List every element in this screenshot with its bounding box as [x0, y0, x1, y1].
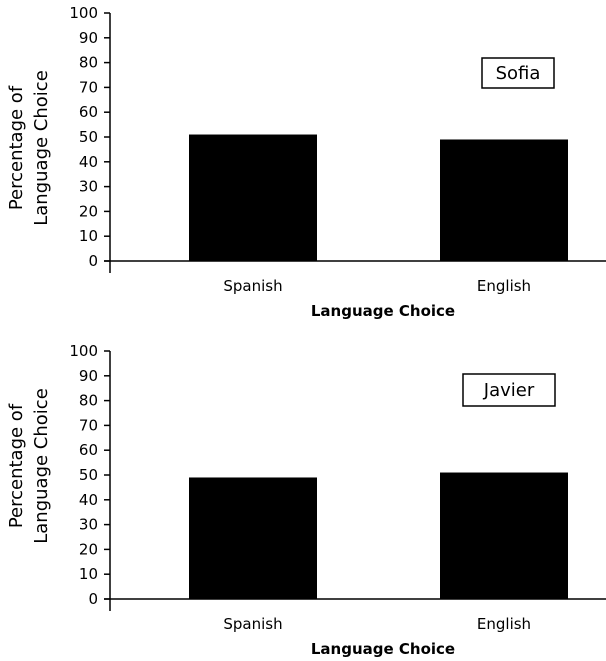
- y-tick-label: 30: [79, 516, 98, 534]
- chart-javier: 0 10 20 30 40 50 60 70 80 90 100 Spanish English Lang…: [6, 342, 606, 658]
- y-tick-label: 50: [79, 128, 98, 146]
- y-tick-label: 10: [79, 565, 98, 583]
- y-axis-label: Percentage of Language Choice: [6, 388, 52, 544]
- y-tick-label: 20: [79, 540, 98, 558]
- y-tick-label: 20: [79, 202, 98, 220]
- bar-spanish: [189, 135, 317, 261]
- legend-label: Sofia: [496, 63, 541, 84]
- legend: Javier: [463, 374, 555, 406]
- y-tick-label: 60: [79, 441, 98, 459]
- y-tick-label: 50: [79, 466, 98, 484]
- y-tick-label: 80: [79, 392, 98, 410]
- y-tick-label: 90: [79, 367, 98, 385]
- legend-label: Javier: [483, 380, 535, 401]
- x-axis-label: Language Choice: [311, 302, 455, 320]
- legend: Sofia: [482, 58, 554, 88]
- y-tick-label: 10: [79, 227, 98, 245]
- y-axis-label-line: Language Choice: [31, 70, 52, 226]
- y-tick-label: 30: [79, 178, 98, 196]
- x-axis-label: Language Choice: [311, 640, 455, 658]
- y-tick-label: 60: [79, 103, 98, 121]
- y-axis-label-line: Percentage of: [6, 85, 27, 210]
- y-tick-label: 0: [88, 590, 98, 608]
- y-axis-label-line: Percentage of: [6, 403, 27, 528]
- y-tick-label: 90: [79, 29, 98, 47]
- y-tick-label: 40: [79, 153, 98, 171]
- y-tick-label: 80: [79, 54, 98, 72]
- y-tick-label: 70: [79, 78, 98, 96]
- y-tick-label: 0: [88, 252, 98, 270]
- x-tick-label-spanish: Spanish: [223, 615, 282, 633]
- y-tick-label: 100: [69, 342, 98, 360]
- x-tick-label-english: English: [477, 615, 531, 633]
- bar-spanish: [189, 477, 317, 599]
- bar-english: [440, 139, 568, 261]
- bar-english: [440, 473, 568, 599]
- x-tick-label-english: English: [477, 277, 531, 295]
- y-tick-label: 70: [79, 416, 98, 434]
- chart-sofia: 0 10 20 30 40 50 60 70 80 90 100 Spanish English Lang…: [6, 4, 606, 320]
- y-tick-label: 40: [79, 491, 98, 509]
- y-axis-label: Percentage of Language Choice: [6, 70, 52, 226]
- x-tick-label-spanish: Spanish: [223, 277, 282, 295]
- y-axis-label-line: Language Choice: [31, 388, 52, 544]
- y-tick-label: 100: [69, 4, 98, 22]
